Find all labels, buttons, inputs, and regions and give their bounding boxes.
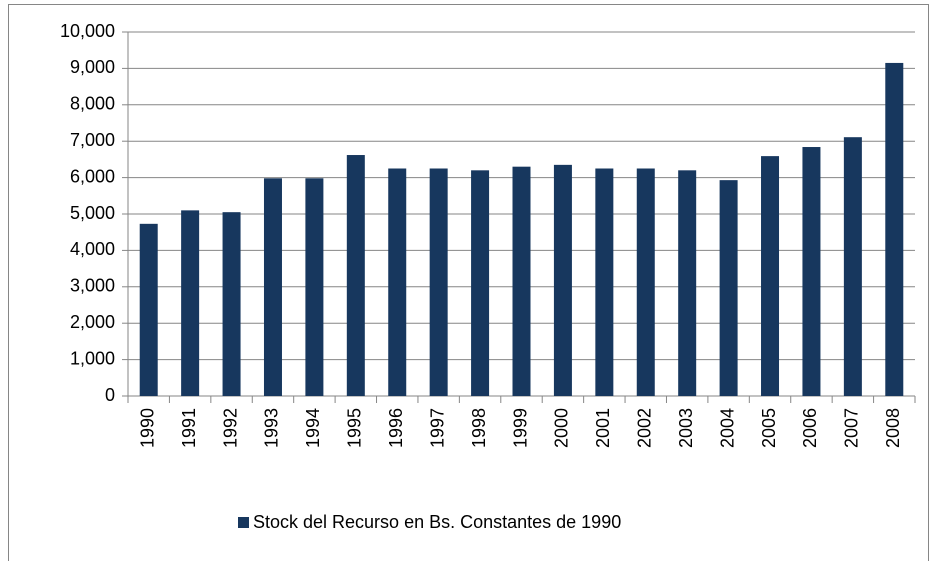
- bar: [222, 212, 241, 396]
- x-tick-label: 1993: [262, 408, 282, 448]
- bar: [346, 155, 365, 396]
- y-tick-label: 3,000: [70, 276, 115, 296]
- y-tick-label: 4,000: [70, 239, 115, 259]
- x-tick-label: 2008: [883, 408, 903, 448]
- y-tick-label: 5,000: [70, 203, 115, 223]
- x-tick-label: 1990: [137, 408, 157, 448]
- bar: [678, 170, 697, 396]
- bar: [181, 210, 200, 396]
- x-tick-label: 2006: [800, 408, 820, 448]
- x-tick-label: 2002: [635, 408, 655, 448]
- bar: [636, 168, 655, 396]
- y-tick-label: 6,000: [70, 166, 115, 186]
- x-tick-label: 2001: [593, 408, 613, 448]
- y-tick-label: 0: [105, 385, 115, 405]
- bar: [305, 178, 324, 396]
- bar: [843, 137, 862, 397]
- y-tick-label: 1,000: [70, 348, 115, 368]
- bar: [885, 62, 904, 396]
- bar: [512, 166, 531, 396]
- legend-label: Stock del Recurso en Bs. Constantes de 1…: [253, 512, 621, 532]
- x-tick-label: 1999: [510, 408, 530, 448]
- x-tick-label: 2003: [676, 408, 696, 448]
- x-tick-label: 1991: [179, 408, 199, 448]
- bar: [471, 170, 490, 396]
- bar: [429, 168, 448, 396]
- x-tick-label: 1996: [386, 408, 406, 448]
- y-tick-label: 9,000: [70, 57, 115, 77]
- y-tick-label: 2,000: [70, 312, 115, 332]
- bar: [595, 168, 614, 396]
- x-tick-label: 2007: [842, 408, 862, 448]
- bar: [802, 147, 821, 396]
- x-tick-label: 1995: [345, 408, 365, 448]
- bar: [553, 164, 572, 396]
- bar: [761, 156, 780, 396]
- y-tick-label: 8,000: [70, 94, 115, 114]
- bar: [388, 168, 407, 396]
- chart-border: [8, 4, 929, 561]
- bar: [139, 223, 158, 396]
- bar: [719, 180, 738, 396]
- x-tick-label: 2004: [717, 408, 737, 448]
- y-tick-label: 7,000: [70, 130, 115, 150]
- x-tick-label: 1998: [469, 408, 489, 448]
- x-tick-label: 1992: [220, 408, 240, 448]
- x-tick-label: 1997: [427, 408, 447, 448]
- x-tick-label: 1994: [303, 408, 323, 448]
- bar: [263, 178, 282, 396]
- legend-swatch: [238, 517, 249, 528]
- y-tick-label: 10,000: [60, 21, 115, 41]
- x-tick-label: 2005: [759, 408, 779, 448]
- x-tick-label: 2000: [552, 408, 572, 448]
